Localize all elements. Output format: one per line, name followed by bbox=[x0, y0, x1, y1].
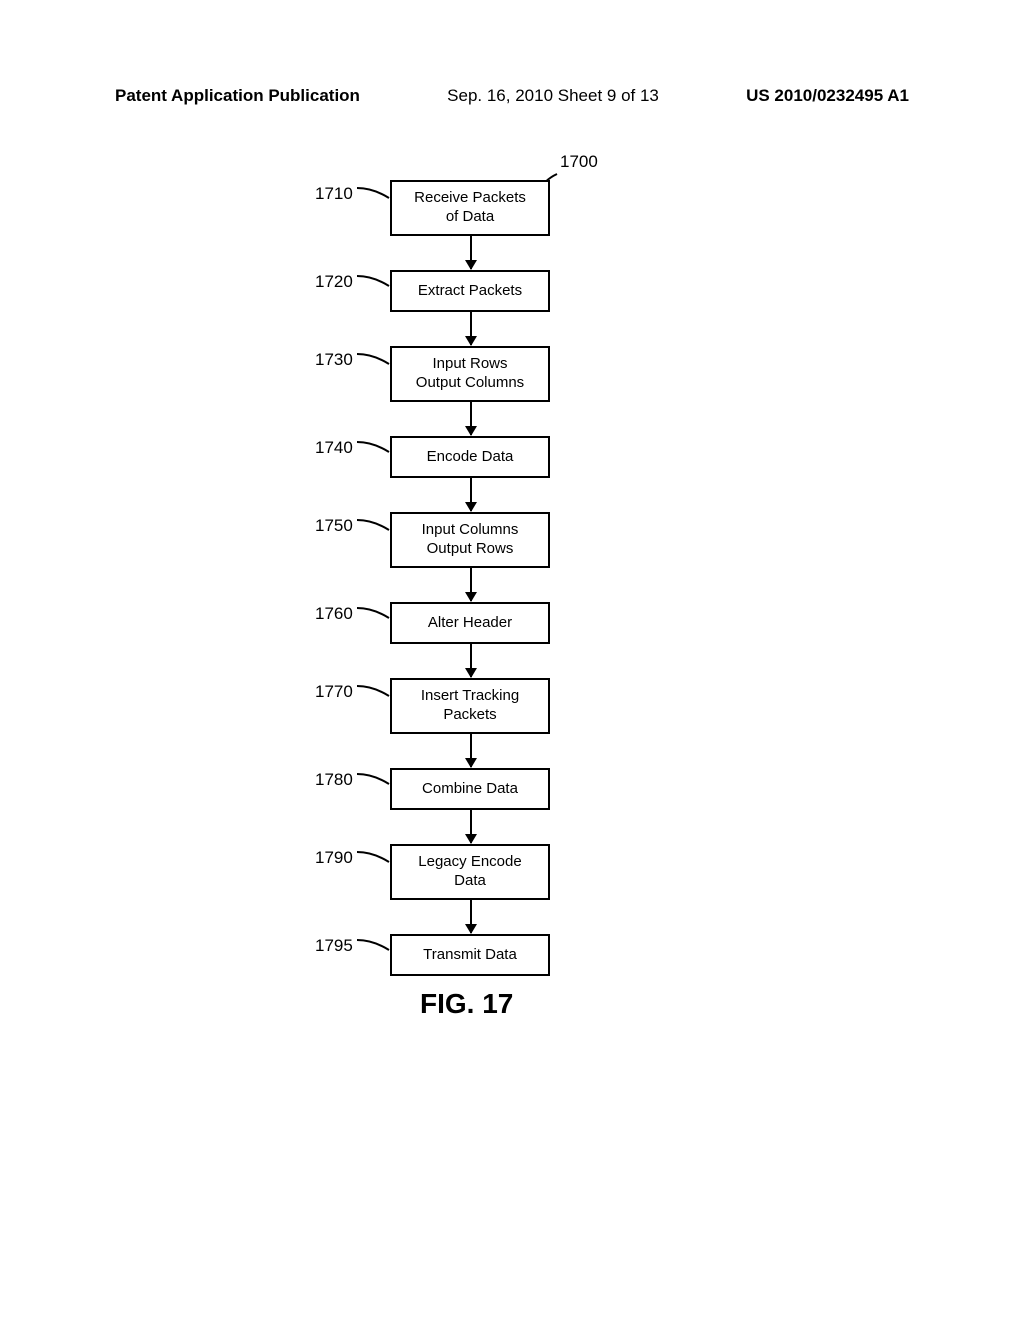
step-text-line1: Alter Header bbox=[428, 614, 512, 633]
arrow-icon bbox=[470, 568, 472, 601]
step-text-line1: Extract Packets bbox=[418, 282, 522, 301]
ref-curve-icon bbox=[355, 848, 391, 866]
step-text-line1: Input Rows bbox=[432, 355, 507, 374]
step-input-columns: Input Columns Output Rows bbox=[390, 512, 550, 568]
arrow-icon bbox=[470, 810, 472, 843]
ref-label-1730: 1730 bbox=[315, 350, 353, 370]
step-insert-tracking: Insert Tracking Packets bbox=[390, 678, 550, 734]
ref-label-1770: 1770 bbox=[315, 682, 353, 702]
header-date-sheet: Sep. 16, 2010 Sheet 9 of 13 bbox=[447, 86, 659, 106]
arrow-icon bbox=[470, 402, 472, 435]
ref-label-1750: 1750 bbox=[315, 516, 353, 536]
step-receive-packets: Receive Packets of Data bbox=[390, 180, 550, 236]
ref-label-1760: 1760 bbox=[315, 604, 353, 624]
ref-curve-icon bbox=[355, 604, 391, 622]
step-encode-data: Encode Data bbox=[390, 436, 550, 478]
arrow-icon bbox=[470, 900, 472, 933]
header-publication: Patent Application Publication bbox=[115, 86, 360, 106]
ref-curve-icon bbox=[355, 516, 391, 534]
ref-label-1780: 1780 bbox=[315, 770, 353, 790]
step-text-line1: Encode Data bbox=[427, 448, 514, 467]
header-patent-number: US 2010/0232495 A1 bbox=[746, 86, 909, 106]
step-text-line1: Insert Tracking bbox=[421, 687, 519, 706]
step-input-rows: Input Rows Output Columns bbox=[390, 346, 550, 402]
figure-caption: FIG. 17 bbox=[420, 988, 513, 1020]
ref-curve-icon bbox=[355, 438, 391, 456]
arrow-icon bbox=[470, 734, 472, 767]
step-combine-data: Combine Data bbox=[390, 768, 550, 810]
step-text-line1: Combine Data bbox=[422, 780, 518, 799]
arrow-icon bbox=[470, 236, 472, 269]
arrow-icon bbox=[470, 312, 472, 345]
step-text-line2: Data bbox=[454, 872, 486, 891]
step-text-line2: of Data bbox=[446, 208, 494, 227]
step-extract-packets: Extract Packets bbox=[390, 270, 550, 312]
ref-curve-icon bbox=[355, 770, 391, 788]
ref-curve-icon bbox=[355, 184, 391, 202]
step-legacy-encode: Legacy Encode Data bbox=[390, 844, 550, 900]
ref-label-1720: 1720 bbox=[315, 272, 353, 292]
ref-label-1795: 1795 bbox=[315, 936, 353, 956]
ref-label-1710: 1710 bbox=[315, 184, 353, 204]
step-alter-header: Alter Header bbox=[390, 602, 550, 644]
ref-curve-icon bbox=[355, 936, 391, 954]
figure-ref-label: 1700 bbox=[560, 152, 598, 172]
ref-curve-icon bbox=[355, 682, 391, 700]
step-text-line2: Packets bbox=[443, 706, 496, 725]
ref-curve-icon bbox=[355, 272, 391, 290]
step-transmit-data: Transmit Data bbox=[390, 934, 550, 976]
ref-curve-icon bbox=[355, 350, 391, 368]
step-text-line1: Receive Packets bbox=[414, 189, 526, 208]
step-text-line1: Legacy Encode bbox=[418, 853, 521, 872]
arrow-icon bbox=[470, 644, 472, 677]
arrow-icon bbox=[470, 478, 472, 511]
step-text-line2: Output Columns bbox=[416, 374, 524, 393]
ref-label-1740: 1740 bbox=[315, 438, 353, 458]
ref-label-1790: 1790 bbox=[315, 848, 353, 868]
step-text-line1: Transmit Data bbox=[423, 946, 517, 965]
page-header: Patent Application Publication Sep. 16, … bbox=[0, 86, 1024, 106]
step-text-line2: Output Rows bbox=[427, 540, 514, 559]
step-text-line1: Input Columns bbox=[422, 521, 519, 540]
